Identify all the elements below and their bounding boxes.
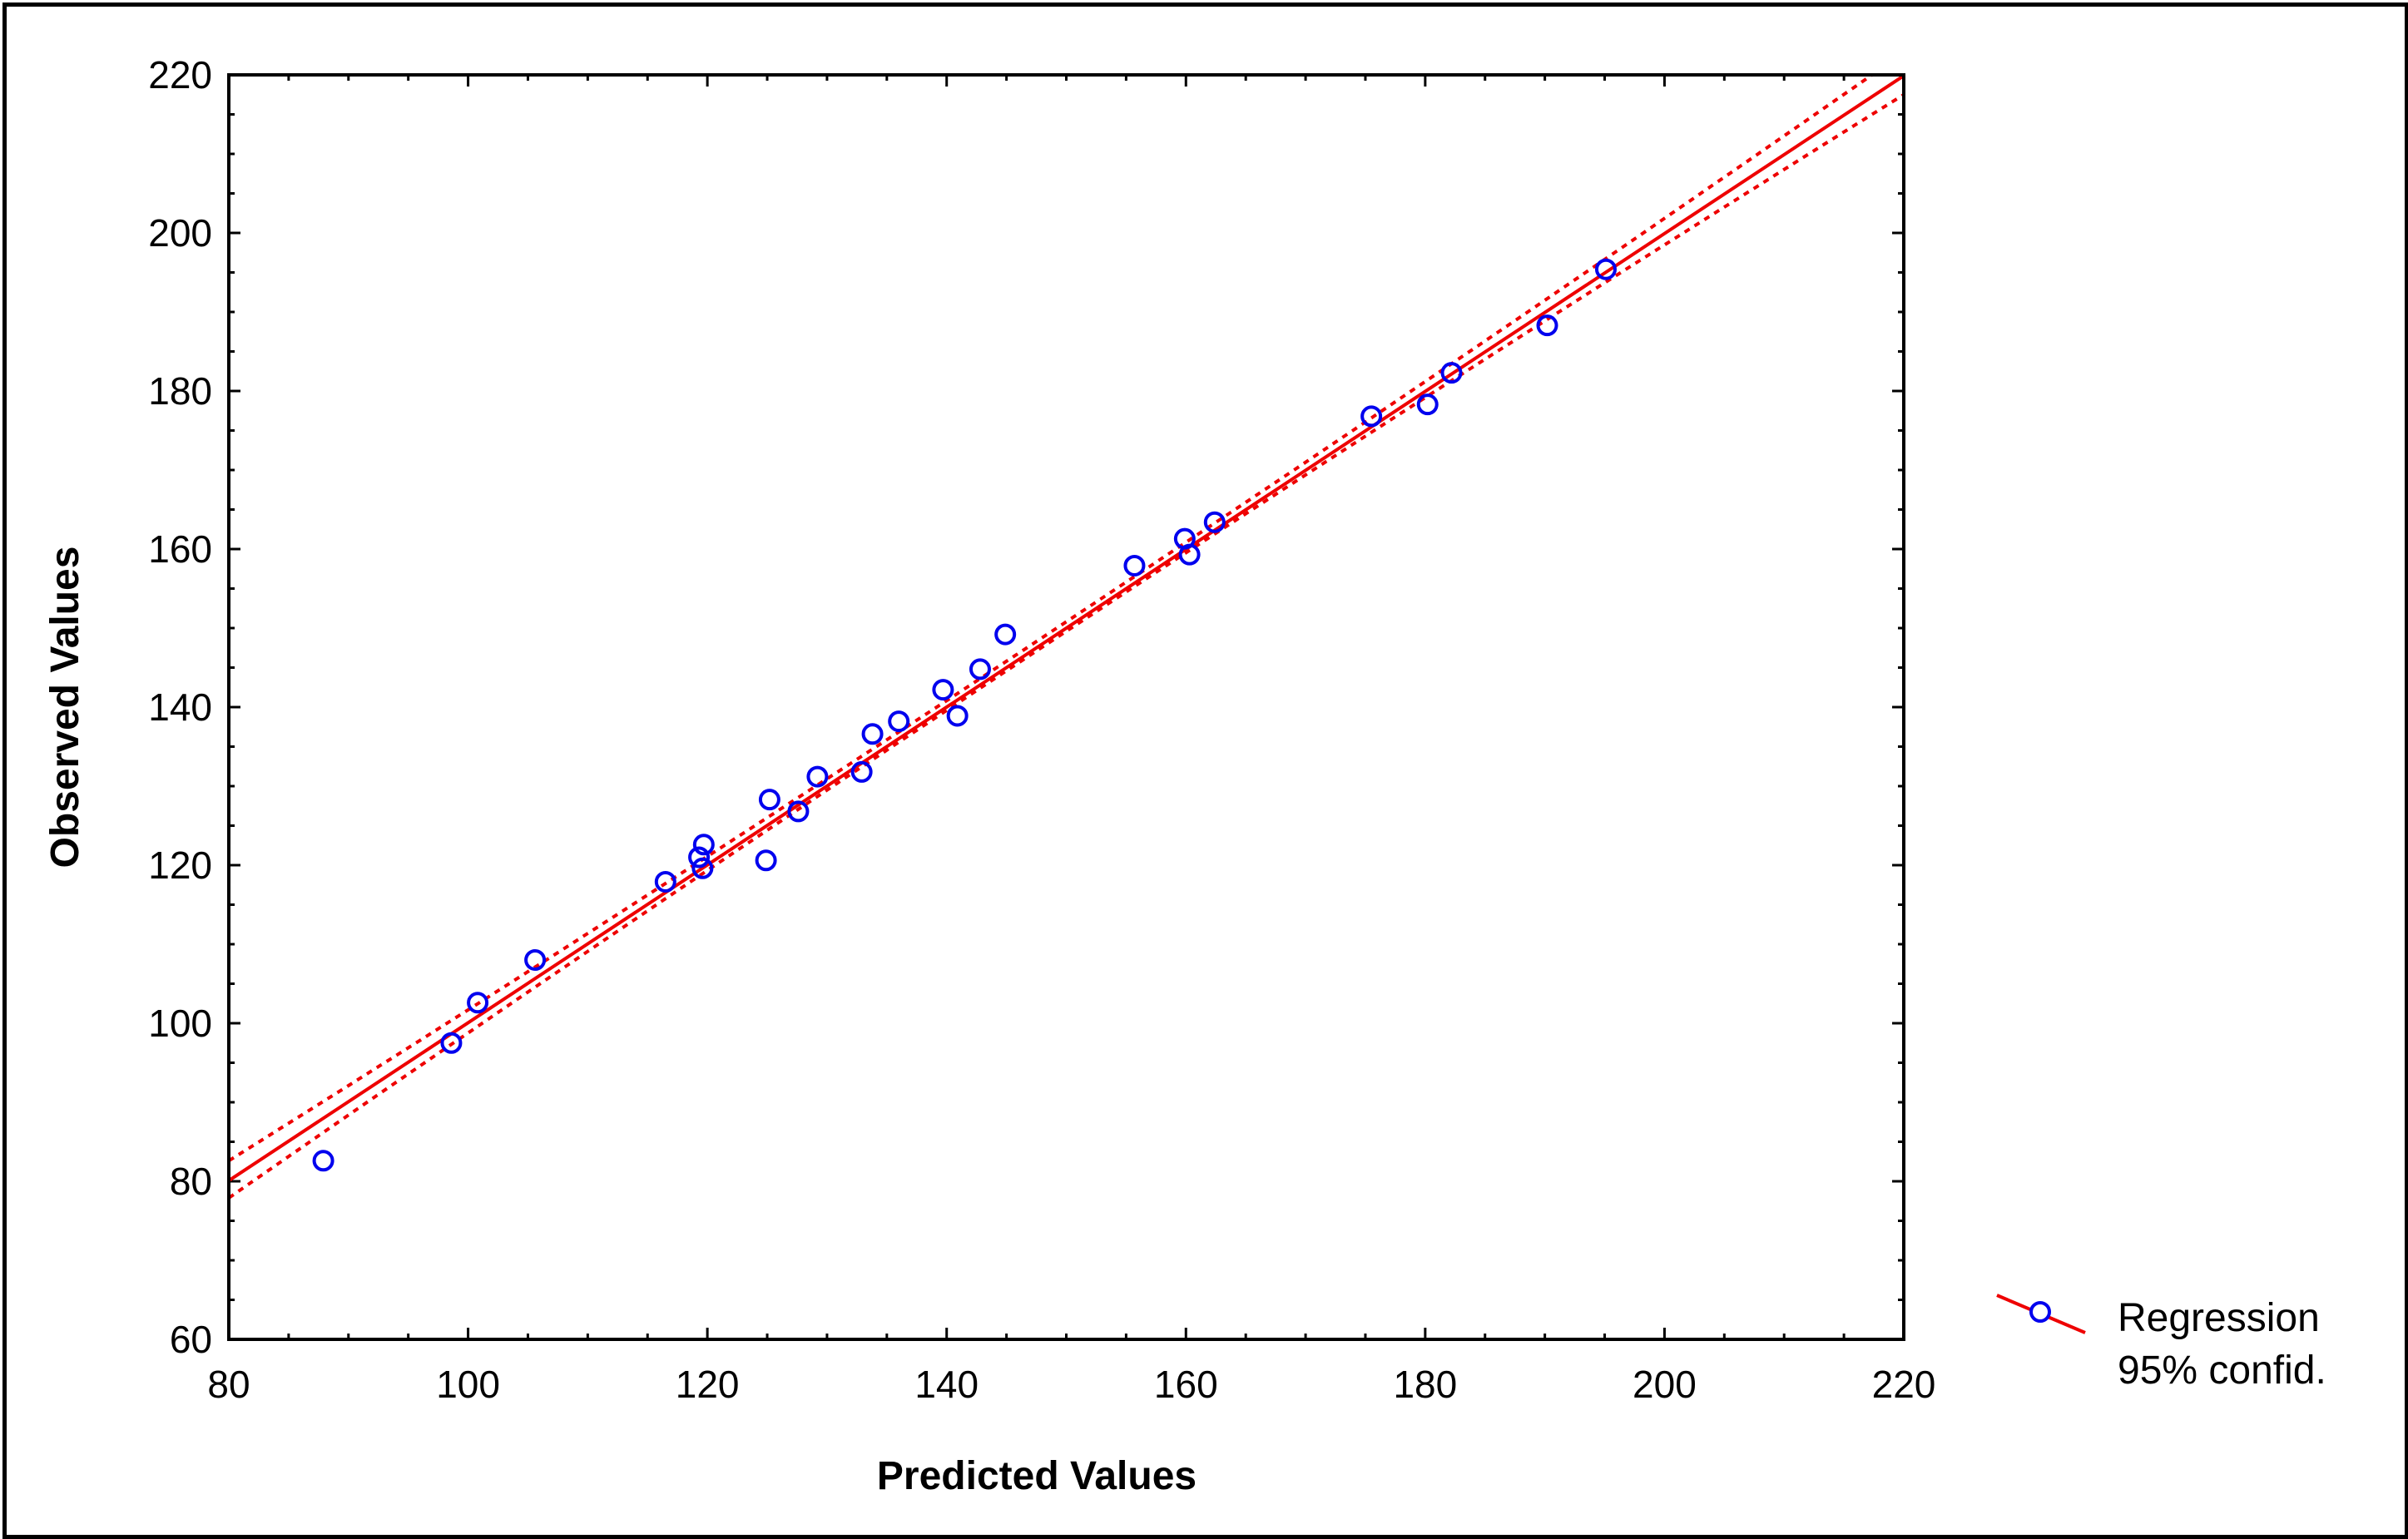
x-tick-label: 100 xyxy=(436,1363,500,1406)
data-point xyxy=(692,834,715,856)
data-point xyxy=(691,857,714,879)
data-point xyxy=(440,1032,463,1054)
x-axis-title: Predicted Values xyxy=(877,1454,1197,1498)
confidence-upper-line xyxy=(229,75,1875,1162)
y-tick-label: 100 xyxy=(148,1002,212,1045)
x-tick-label: 80 xyxy=(207,1363,250,1406)
data-point xyxy=(1594,258,1617,280)
x-tick-label: 120 xyxy=(676,1363,740,1406)
confidence-band xyxy=(229,75,1904,1200)
x-tick-label: 160 xyxy=(1154,1363,1218,1406)
legend-confidence-label: 95% confid. xyxy=(2118,1348,2326,1393)
x-tick-label: 220 xyxy=(1872,1363,1936,1406)
data-point xyxy=(1440,362,1463,384)
data-point xyxy=(1123,554,1146,577)
x-tick-label: 200 xyxy=(1633,1363,1697,1406)
data-point xyxy=(1203,511,1226,533)
data-point xyxy=(787,800,810,823)
regression-line xyxy=(229,75,1904,1182)
legend-point-marker xyxy=(2029,1301,2051,1323)
y-tick-label: 160 xyxy=(148,527,212,571)
data-point xyxy=(1416,393,1439,416)
y-tick-label: 220 xyxy=(148,53,212,96)
data-points xyxy=(312,258,1617,1172)
confidence-lower-line xyxy=(229,93,1904,1200)
data-point xyxy=(932,679,954,701)
y-axis-title: Observed Values xyxy=(43,547,87,868)
axis-ticks xyxy=(227,73,1905,1341)
data-point xyxy=(850,760,873,783)
legend: Regression 95% confid. xyxy=(1996,1294,2326,1393)
y-tick-label: 180 xyxy=(148,369,212,413)
data-point xyxy=(755,849,777,872)
y-tick-label: 80 xyxy=(170,1160,212,1203)
data-point xyxy=(688,846,711,868)
data-point xyxy=(888,710,910,733)
plot-area-border xyxy=(227,73,1905,1341)
data-point xyxy=(1360,405,1383,428)
data-point xyxy=(1536,314,1558,337)
x-tick-labels: 80 100 120 140 160 180 200 220 xyxy=(207,1363,1935,1406)
data-point xyxy=(969,658,991,680)
data-point xyxy=(1178,543,1201,566)
data-point xyxy=(946,705,969,727)
y-tick-label: 60 xyxy=(170,1318,212,1361)
data-point xyxy=(312,1150,334,1172)
x-tick-label: 180 xyxy=(1393,1363,1457,1406)
data-point xyxy=(467,992,489,1014)
data-point xyxy=(758,789,780,811)
y-tick-label: 120 xyxy=(148,844,212,887)
y-tick-label: 140 xyxy=(148,685,212,729)
legend-regression-label: Regression xyxy=(2118,1296,2320,1340)
x-tick-label: 140 xyxy=(914,1363,979,1406)
y-tick-label: 200 xyxy=(148,211,212,255)
data-point xyxy=(994,623,1017,646)
data-point xyxy=(861,723,884,745)
data-point xyxy=(806,765,829,788)
data-point xyxy=(524,949,547,971)
y-tick-labels: 60 80 100 120 140 160 180 200 220 xyxy=(148,53,212,1361)
regression-line-group xyxy=(229,75,1904,1182)
data-point xyxy=(654,870,676,893)
